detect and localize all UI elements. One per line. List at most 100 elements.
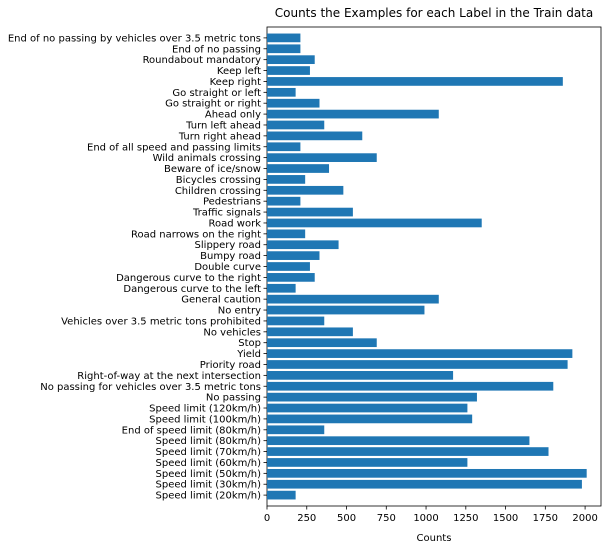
bar xyxy=(267,490,296,500)
y-tick-label: End of speed limit (80km/h) xyxy=(122,425,261,436)
y-tick-label: Speed limit (80km/h) xyxy=(156,436,262,447)
x-tick-label: 500 xyxy=(337,513,356,524)
bar xyxy=(267,403,468,413)
x-tick-label: 2000 xyxy=(572,513,597,524)
y-tick-label: Dangerous curve to the right xyxy=(116,273,261,284)
y-tick-label: Turn left ahead xyxy=(185,120,261,131)
bar xyxy=(267,468,587,478)
bar xyxy=(267,371,454,380)
bar xyxy=(267,185,344,195)
bar xyxy=(267,436,530,446)
y-axis: Speed limit (20km/h)Speed limit (30km/h)… xyxy=(8,33,267,502)
bar xyxy=(267,273,315,282)
y-tick-label: Children crossing xyxy=(175,186,261,197)
bar xyxy=(267,360,568,369)
bar xyxy=(267,294,439,304)
y-tick-label: Go straight or right xyxy=(165,99,261,110)
bar xyxy=(267,44,301,54)
bar xyxy=(267,175,306,184)
y-tick-label: End of no passing by vehicles over 3.5 m… xyxy=(8,33,261,44)
y-tick-label: Bumpy road xyxy=(200,251,261,262)
x-tick-label: 1250 xyxy=(453,513,478,524)
bar xyxy=(267,251,320,260)
y-tick-label: Speed limit (30km/h) xyxy=(156,480,262,491)
x-tick-label: 0 xyxy=(264,513,270,524)
y-tick-label: Roundabout mandatory xyxy=(143,55,262,66)
x-axis: 0 250 500 750 1000 1250 1500 1750 2000 xyxy=(264,506,598,524)
bar xyxy=(267,240,339,250)
chart-title: Counts the Examples for each Label in th… xyxy=(275,6,594,20)
bar xyxy=(267,207,353,217)
y-tick-label: General caution xyxy=(181,295,261,306)
bar xyxy=(267,33,301,43)
y-tick-label: Slippery road xyxy=(195,240,261,251)
bar xyxy=(267,131,363,141)
y-tick-label: Pedestrians xyxy=(203,197,261,208)
y-tick-label: No vehicles xyxy=(203,327,261,338)
bars-group xyxy=(267,33,587,500)
bar xyxy=(267,98,320,108)
y-tick-label: Go straight or left xyxy=(172,88,261,99)
bar xyxy=(267,55,315,65)
x-tick-label: 1750 xyxy=(533,513,558,524)
y-tick-label: Stop xyxy=(238,338,261,349)
y-tick-label: Double curve xyxy=(194,262,261,273)
bar xyxy=(267,262,310,271)
bar xyxy=(267,327,353,337)
bar xyxy=(267,338,377,348)
bar xyxy=(267,349,573,358)
y-tick-label: Speed limit (70km/h) xyxy=(156,447,262,458)
x-tick-label: 1500 xyxy=(493,513,518,524)
y-tick-label: Keep right xyxy=(210,77,261,88)
y-tick-label: No entry xyxy=(218,306,261,317)
bar xyxy=(267,229,306,239)
x-axis-label: Counts xyxy=(417,533,452,544)
y-tick-label: Speed limit (100km/h) xyxy=(149,414,261,425)
bar xyxy=(267,153,377,162)
y-tick-label: Wild animals crossing xyxy=(153,153,261,164)
x-tick-label: 250 xyxy=(297,513,316,524)
bar xyxy=(267,120,325,130)
bar xyxy=(267,392,477,402)
bar xyxy=(267,109,439,119)
y-tick-label: Dangerous curve to the left xyxy=(123,284,261,295)
y-tick-label: Bicycles crossing xyxy=(176,175,261,186)
bar xyxy=(267,196,301,206)
x-tick-label: 1000 xyxy=(413,513,438,524)
bar xyxy=(267,87,296,97)
y-tick-label: No passing xyxy=(206,393,261,404)
bar xyxy=(267,381,554,391)
bar xyxy=(267,66,310,75)
y-tick-label: End of all speed and passing limits xyxy=(87,142,261,153)
bar xyxy=(267,77,563,86)
y-tick-label: Beware of ice/snow xyxy=(164,164,261,175)
x-tick-label: 750 xyxy=(377,513,396,524)
y-tick-label: Yield xyxy=(236,349,261,360)
y-tick-label: Speed limit (20km/h) xyxy=(156,491,262,502)
bar xyxy=(267,142,301,152)
bar xyxy=(267,305,425,315)
y-tick-label: Right-of-way at the next intersection xyxy=(77,371,261,382)
bar xyxy=(267,414,473,424)
y-tick-label: Vehicles over 3.5 metric tons prohibited xyxy=(61,316,261,327)
y-tick-label: No passing for vehicles over 3.5 metric … xyxy=(40,382,261,393)
y-tick-label: Speed limit (60km/h) xyxy=(156,458,262,469)
y-tick-label: Traffic signals xyxy=(192,208,261,219)
y-tick-label: Speed limit (120km/h) xyxy=(149,404,261,415)
bar xyxy=(267,283,296,293)
bar xyxy=(267,425,325,435)
bar xyxy=(267,458,468,467)
y-tick-label: Turn right ahead xyxy=(178,131,261,142)
y-tick-label: End of no passing xyxy=(172,44,261,55)
bar xyxy=(267,447,549,456)
bar xyxy=(267,218,482,228)
bar xyxy=(267,164,330,173)
y-tick-label: Ahead only xyxy=(205,110,261,121)
y-tick-label: Road narrows on the right xyxy=(131,229,261,240)
y-tick-label: Speed limit (50km/h) xyxy=(156,469,262,480)
bar xyxy=(267,316,325,326)
bar xyxy=(267,479,582,489)
y-tick-label: Road work xyxy=(209,218,262,229)
y-tick-label: Priority road xyxy=(200,360,261,371)
